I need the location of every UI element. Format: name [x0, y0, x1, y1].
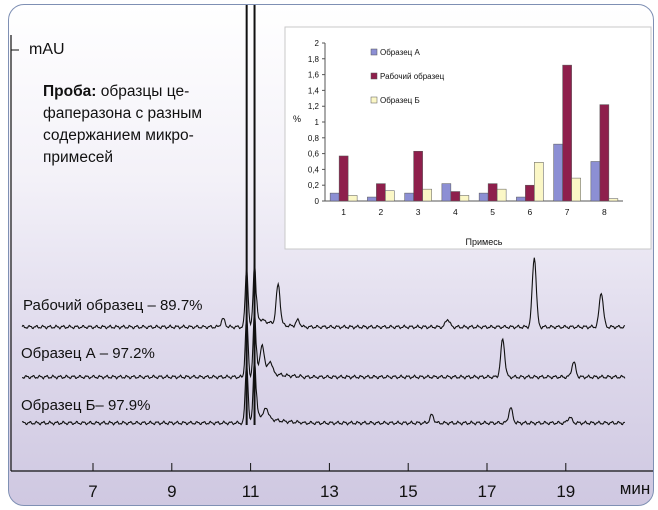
inset-bar [385, 190, 395, 202]
inset-bar [338, 155, 349, 202]
inset-bar [571, 177, 581, 202]
x-unit-label: мин [620, 479, 651, 498]
inset-bar [553, 143, 563, 202]
inset-y-tick-label: 1 [315, 118, 320, 127]
inset-bar [329, 192, 340, 202]
inset-legend-swatch [370, 72, 378, 80]
inset-x-tick-label: 5 [490, 207, 495, 217]
inset-y-tick-label: 2 [315, 39, 320, 48]
inset-bar [347, 195, 358, 202]
x-tick-label: 15 [399, 482, 418, 501]
inset-y-tick-label: 1,8 [308, 55, 320, 64]
inset-legend-swatch [370, 96, 378, 104]
inset-y-tick-label: 0 [315, 197, 320, 206]
x-tick-label: 9 [167, 482, 176, 501]
inset-y-tick-label: 0,2 [308, 181, 320, 190]
x-ticks: 7 9 11 13 15 17 19 мин [88, 463, 650, 501]
inset-legend-swatch [370, 48, 378, 56]
inset-x-tick-label: 7 [565, 207, 570, 217]
inset-x-tick-label: 2 [379, 207, 384, 217]
inset-bar-chart: 0 0,2 0,4 0,6 0,8 1 1,2 1,4 1,6 1,8 2% 1 2 3 4 5 6 7 8 Прим… [284, 26, 652, 250]
traces [21, 5, 626, 426]
chromatogram-plot: 7 9 11 13 15 17 19 мин 00,20,40,60,811,21,41,61… [10, 5, 653, 501]
trace-work [21, 257, 626, 330]
inset-x-label: Примесь [466, 237, 503, 247]
trace-a [21, 310, 626, 380]
inset-legend-label: Образец А [380, 48, 420, 57]
chart-panel: 7 9 11 13 15 17 19 мин 0 0,2 0,4 0,6 0,8 1 1,2 1,4 1,6 1… [8, 4, 654, 506]
inset-bar [478, 192, 489, 202]
trace-label-a: Образец А – 97.2% [21, 345, 155, 362]
inset-legend-label: Образец Б [380, 96, 420, 105]
x-tick-label: 7 [88, 482, 97, 501]
inset-bar [367, 196, 377, 202]
inset-bar [376, 183, 386, 202]
inset-bar [459, 195, 470, 202]
inset-x-tick-label: 1 [341, 207, 346, 217]
inset-bar [516, 196, 526, 202]
inset-bar [599, 104, 610, 202]
inset-bar [441, 183, 452, 202]
inset-bar [450, 191, 461, 202]
inset-y-tick-label: 1,4 [308, 86, 320, 95]
inset-bar [487, 183, 498, 202]
inset-x-tick-label: 3 [416, 207, 421, 217]
inset-y-tick-label: 0,8 [308, 134, 320, 143]
inset-bar [404, 192, 414, 202]
inset-bar [496, 188, 507, 202]
inset-y-tick-label: 1,2 [308, 102, 320, 111]
inset-bar [413, 150, 423, 202]
x-tick-label: 13 [320, 482, 339, 501]
inset-y-tick-label: 1,6 [308, 71, 320, 80]
sample-note: Проба: образцы це-фаперазона с разным со… [43, 81, 253, 169]
inset-x-tick-label: 4 [453, 207, 458, 217]
y-unit-label: mAU [29, 41, 65, 58]
trace-b [21, 359, 626, 426]
inset-x-tick-label: 6 [528, 207, 533, 217]
inset-bar [534, 162, 544, 202]
inset-background [284, 26, 652, 250]
note-text: образцы це-фаперазона с разным содержани… [43, 83, 203, 166]
inset-bar [525, 184, 535, 202]
inset-bar [562, 64, 572, 202]
x-tick-label: 17 [478, 482, 497, 501]
inset-bar [422, 188, 432, 202]
inset-y-tick-label: 0,4 [308, 165, 320, 174]
inset-x-tick-label: 8 [602, 207, 607, 217]
inset-bar [590, 161, 601, 202]
axes [10, 35, 653, 472]
trace-label-b: Образец Б– 97.9% [21, 397, 151, 414]
inset-legend-label: Рабочий образец [380, 72, 445, 81]
inset-y-label: % [293, 114, 301, 124]
x-tick-label: 19 [556, 482, 575, 501]
inset-y-tick-label: 0,6 [308, 150, 320, 159]
inset-bar [608, 198, 619, 202]
x-tick-label: 11 [242, 482, 260, 501]
trace-label-work: Рабочий образец – 89.7% [23, 297, 203, 314]
note-bold: Проба: [43, 83, 97, 100]
